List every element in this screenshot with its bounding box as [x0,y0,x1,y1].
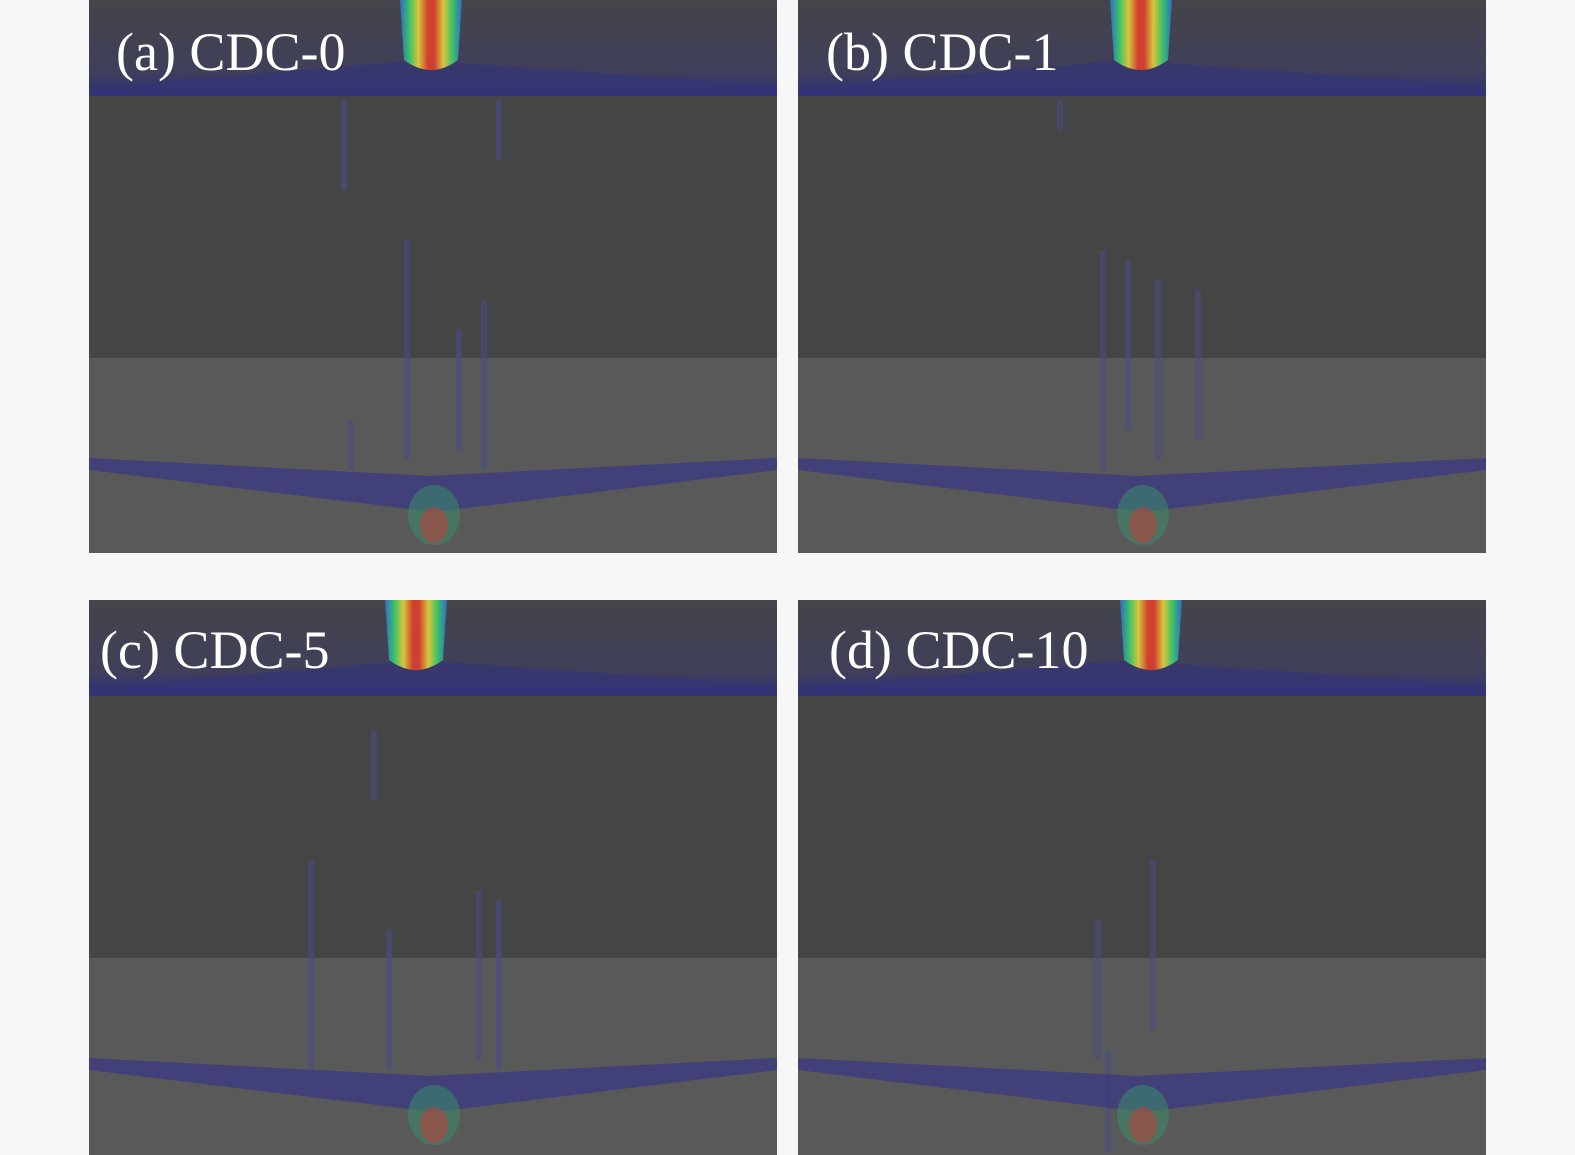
interface-wave [89,1058,777,1112]
interface-wave [89,458,777,512]
top-wave [798,60,1486,96]
exit-core [420,1107,448,1143]
projectile [400,0,462,70]
panel-label: (c) CDC-5 [100,620,329,680]
exit-core [1129,507,1157,543]
panel [89,0,777,553]
panel [798,600,1486,1155]
projectile [1120,600,1182,670]
panel-label: (b) CDC-1 [826,22,1058,82]
panel [89,600,777,1155]
panel-label: (a) CDC-0 [116,22,345,82]
panel [798,0,1486,553]
exit-core [1129,1107,1157,1143]
interface-wave [798,458,1486,512]
interface-wave [798,1058,1486,1112]
panel-label: (d) CDC-10 [829,620,1088,680]
projectile [1110,0,1172,70]
top-wave [89,60,777,96]
projectile [385,600,447,670]
top-wave [798,660,1486,696]
top-wave [89,660,777,696]
exit-core [420,507,448,543]
